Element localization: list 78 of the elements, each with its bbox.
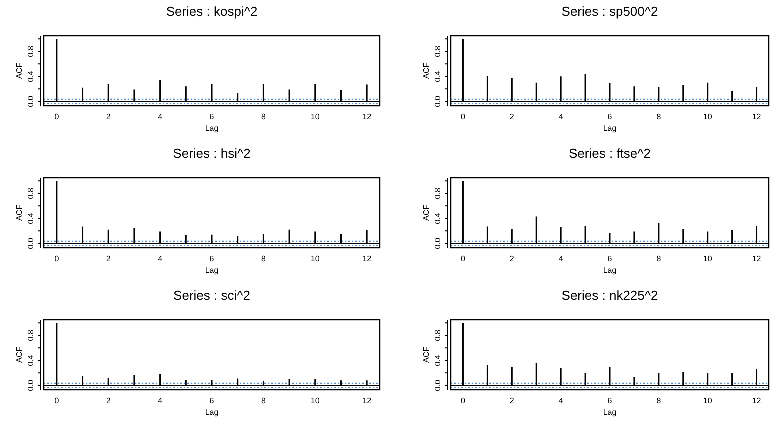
y-axis-title: ACF [422,62,431,79]
x-tick-label: 4 [558,254,564,264]
y-axis-title: ACF [422,204,431,221]
y-tick-label: 0.4 [434,354,443,366]
x-tick-label: 12 [362,254,372,264]
x-axis-title: Lag [205,266,219,275]
y-axis-title: ACF [15,346,24,363]
x-tick-label: 2 [510,396,515,406]
x-axis-title: Lag [205,124,219,133]
x-tick-label: 12 [752,254,762,264]
x-tick-label: 0 [461,254,466,264]
x-tick-label: 6 [608,254,613,264]
x-tick-label: 8 [261,254,266,264]
x-tick-label: 2 [510,112,515,122]
x-tick-label: 6 [210,396,215,406]
y-tick-label: 0.0 [26,96,36,108]
x-tick-label: 4 [158,254,164,264]
x-tick-label: 0 [461,112,466,122]
x-tick-label: 2 [106,112,112,122]
y-tick-label: 0.4 [26,70,36,82]
x-tick-label: 8 [261,112,266,122]
y-axis-title: ACF [15,204,24,221]
x-tick-label: 6 [608,396,613,406]
y-tick-label: 0.8 [434,188,443,200]
chart-title: Series : sci^2 [174,288,250,303]
y-tick-label: 0.0 [26,380,36,392]
chart-title: Series : kospi^2 [166,4,258,19]
x-tick-label: 8 [656,112,662,122]
x-tick-label: 8 [656,254,662,264]
y-tick-label: 0.0 [26,238,36,250]
chart-title: Series : nk225^2 [562,288,658,303]
y-tick-label: 0.0 [434,238,443,250]
x-tick-label: 10 [310,396,320,406]
x-tick-label: 10 [310,112,320,122]
x-tick-label: 12 [752,396,762,406]
y-tick-label: 0.8 [26,188,36,200]
y-tick-label: 0.4 [26,212,36,224]
x-tick-label: 2 [106,254,112,264]
x-tick-label: 4 [558,112,564,122]
y-tick-label: 0.4 [26,354,36,366]
x-tick-label: 0 [461,396,466,406]
y-tick-label: 0.4 [434,70,443,82]
x-tick-label: 12 [752,112,762,122]
x-tick-label: 0 [54,396,60,406]
chart-title: Series : hsi^2 [173,146,251,161]
x-tick-label: 8 [261,396,266,406]
y-tick-label: 0.8 [26,46,36,58]
y-tick-label: 0.0 [434,96,443,108]
x-tick-label: 10 [310,254,320,264]
x-tick-label: 4 [158,396,164,406]
x-tick-label: 4 [558,396,564,406]
y-tick-label: 0.8 [434,330,443,342]
y-tick-label: 0.4 [434,212,443,224]
y-axis-title: ACF [422,346,431,363]
x-axis-title: Lag [205,408,219,417]
x-tick-label: 4 [158,112,164,122]
x-tick-label: 0 [54,112,60,122]
y-tick-label: 0.8 [26,330,36,342]
x-axis-title: Lag [603,266,617,275]
x-tick-label: 8 [656,396,662,406]
x-tick-label: 6 [608,112,613,122]
y-tick-label: 0.0 [434,380,443,392]
x-tick-label: 12 [362,396,372,406]
x-tick-label: 10 [703,112,713,122]
x-tick-label: 0 [54,254,60,264]
x-tick-label: 2 [510,254,515,264]
y-axis-title: ACF [15,62,24,79]
chart-title: Series : sp500^2 [562,4,658,19]
x-tick-label: 10 [703,396,713,406]
x-tick-label: 6 [210,254,215,264]
x-axis-title: Lag [603,124,617,133]
x-tick-label: 10 [703,254,713,264]
x-tick-label: 2 [106,396,112,406]
x-axis-title: Lag [603,408,617,417]
x-tick-label: 12 [362,112,372,122]
y-tick-label: 0.8 [434,46,443,58]
chart-title: Series : ftse^2 [569,146,651,161]
x-tick-label: 6 [210,112,215,122]
